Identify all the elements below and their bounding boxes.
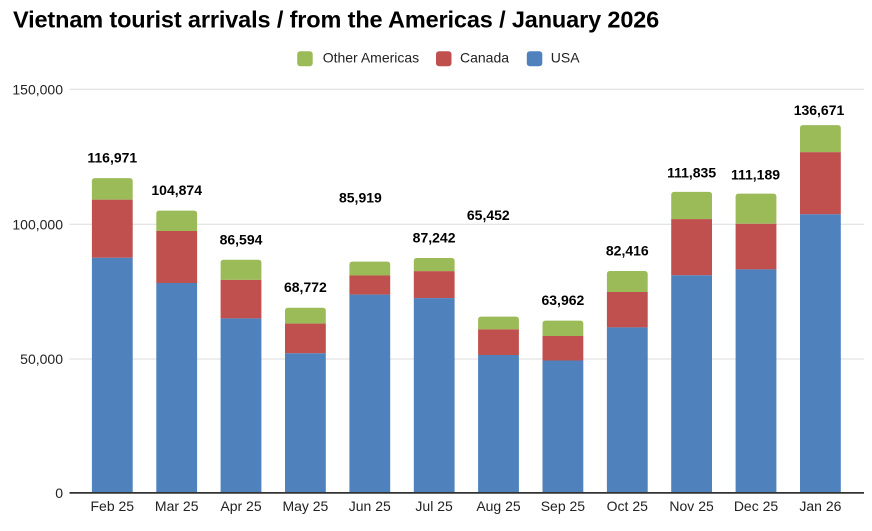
svg-text:63,962: 63,962 xyxy=(541,292,584,308)
svg-text:68,772: 68,772 xyxy=(284,279,327,295)
svg-text:Mar 25: Mar 25 xyxy=(155,498,199,514)
svg-text:Jun 25: Jun 25 xyxy=(349,498,391,514)
svg-text:111,189: 111,189 xyxy=(731,166,780,182)
svg-text:65,452: 65,452 xyxy=(467,207,510,223)
svg-text:150,000: 150,000 xyxy=(12,81,63,97)
svg-text:Nov 25: Nov 25 xyxy=(669,498,714,514)
svg-text:111,835: 111,835 xyxy=(667,164,716,180)
svg-text:Dec 25: Dec 25 xyxy=(734,498,779,514)
svg-text:82,416: 82,416 xyxy=(606,243,649,259)
svg-text:Aug 25: Aug 25 xyxy=(476,498,521,514)
svg-text:Jan 26: Jan 26 xyxy=(799,498,841,514)
svg-text:136,671: 136,671 xyxy=(794,102,845,118)
svg-text:85,919: 85,919 xyxy=(339,190,382,206)
svg-text:Canada: Canada xyxy=(460,49,509,65)
svg-text:USA: USA xyxy=(551,49,580,65)
svg-text:Sep 25: Sep 25 xyxy=(541,498,586,514)
svg-text:Vietnam tourist arrivals / fro: Vietnam tourist arrivals / from the Amer… xyxy=(13,7,659,33)
svg-text:May 25: May 25 xyxy=(282,498,328,514)
svg-text:86,594: 86,594 xyxy=(220,231,263,247)
svg-text:Other Americas: Other Americas xyxy=(323,49,419,65)
svg-text:Apr 25: Apr 25 xyxy=(220,498,261,514)
svg-text:0: 0 xyxy=(55,485,63,501)
svg-text:Feb 25: Feb 25 xyxy=(91,498,135,514)
svg-text:Oct 25: Oct 25 xyxy=(607,498,648,514)
svg-text:104,874: 104,874 xyxy=(151,182,202,198)
svg-text:87,242: 87,242 xyxy=(413,230,456,246)
svg-text:100,000: 100,000 xyxy=(12,216,63,232)
svg-text:116,971: 116,971 xyxy=(87,150,137,166)
svg-text:50,000: 50,000 xyxy=(20,351,63,367)
svg-text:Jul 25: Jul 25 xyxy=(415,498,453,514)
